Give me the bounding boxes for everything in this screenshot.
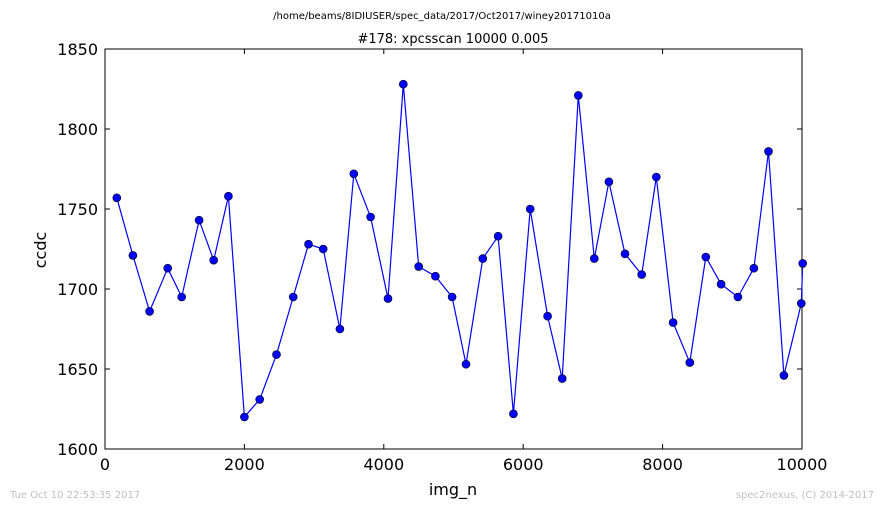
data-point xyxy=(764,147,773,156)
data-point xyxy=(701,252,711,262)
plot-area-frame xyxy=(104,48,803,450)
data-point xyxy=(447,292,457,302)
data-point xyxy=(557,374,567,383)
data-point xyxy=(796,299,806,308)
data-point xyxy=(525,204,535,214)
x-tick-label: 10000 xyxy=(777,455,828,474)
data-point xyxy=(620,249,630,259)
file-path-header: /home/beams/8IDIUSER/spec_data/2017/Oct2… xyxy=(273,11,611,22)
x-tick-label: 4000 xyxy=(363,455,404,474)
data-point xyxy=(431,271,440,281)
data-point xyxy=(128,251,138,260)
y-tick-label: 1700 xyxy=(57,280,98,299)
data-point xyxy=(493,231,503,241)
data-point xyxy=(224,191,233,201)
data-point xyxy=(366,212,375,222)
data-point xyxy=(637,270,647,279)
x-tick-label: 0 xyxy=(100,455,110,474)
data-point xyxy=(651,172,661,182)
data-point xyxy=(349,169,359,179)
x-tick-label: 8000 xyxy=(642,455,683,474)
data-point xyxy=(240,412,249,422)
footer-timestamp: Tue Oct 10 22:53:35 2017 xyxy=(9,490,140,501)
data-point xyxy=(779,371,789,380)
data-point xyxy=(163,263,172,273)
data-point xyxy=(589,254,599,263)
data-point xyxy=(288,292,298,302)
x-tick-label: 6000 xyxy=(503,455,544,474)
data-point xyxy=(335,324,345,334)
y-tick-label: 1600 xyxy=(57,440,98,459)
footer-credit: spec2nexus, (C) 2014-2017 xyxy=(736,490,874,501)
data-point xyxy=(177,292,186,302)
data-point xyxy=(668,318,678,327)
y-tick-label: 1750 xyxy=(57,200,98,219)
data-point xyxy=(733,292,743,302)
data-point xyxy=(685,358,695,367)
x-axis-label: img_n xyxy=(429,480,477,500)
data-point xyxy=(798,259,808,268)
data-point xyxy=(398,79,408,89)
data-point xyxy=(478,254,488,263)
y-tick-label: 1850 xyxy=(57,40,98,59)
data-point xyxy=(209,255,218,265)
data-point xyxy=(573,91,583,100)
data-point xyxy=(461,359,471,369)
y-axis-label: ccdc xyxy=(31,232,50,269)
y-tick-label: 1650 xyxy=(57,360,98,379)
data-point xyxy=(318,244,328,254)
data-point xyxy=(304,239,313,249)
data-point xyxy=(509,409,518,419)
axis-ticks: 0 2000 4000 6000 8000 10000 1600 1650 1700 1750 18… xyxy=(57,40,827,474)
y-tick-label: 1800 xyxy=(57,120,98,139)
data-point xyxy=(414,262,424,271)
data-point xyxy=(112,193,122,203)
data-point xyxy=(543,311,552,321)
data-point xyxy=(383,294,393,303)
data-point xyxy=(272,350,281,359)
data-point xyxy=(749,263,759,273)
x-tick-label: 2000 xyxy=(224,455,265,474)
data-point xyxy=(145,307,154,316)
data-point xyxy=(604,177,614,187)
data-point xyxy=(716,279,726,289)
chart-title: #178: xpcsscan 10000 0.005 xyxy=(357,32,548,47)
data-series xyxy=(112,79,808,422)
data-point xyxy=(194,215,204,225)
data-point xyxy=(255,395,265,404)
